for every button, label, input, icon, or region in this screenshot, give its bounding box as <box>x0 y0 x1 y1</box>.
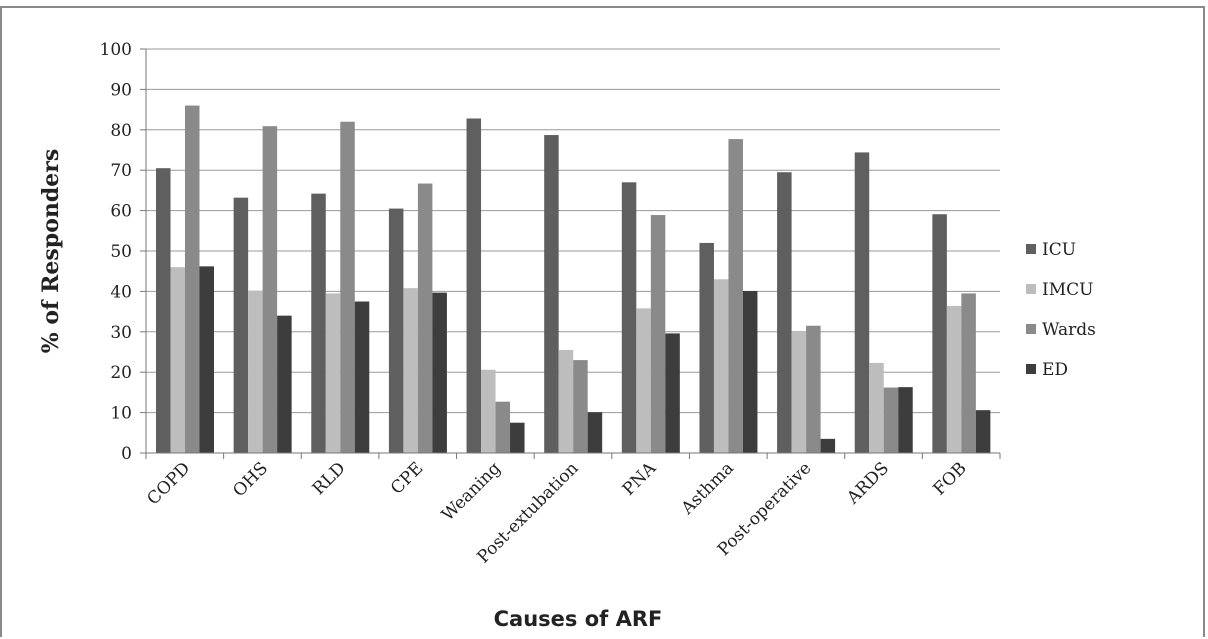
x-category-label: CPE <box>387 458 427 498</box>
bar-wards-ards <box>883 387 899 453</box>
legend-swatch-wards <box>1026 324 1036 334</box>
bar-wards-post-extubation <box>573 360 588 453</box>
x-category-label: OHS <box>229 458 272 501</box>
bar-ed-weaning <box>510 422 525 453</box>
bar-wards-fob <box>961 293 976 453</box>
bar-ed-copd <box>199 266 214 453</box>
bar-icu-cpe <box>388 208 404 453</box>
bar-imcu-rld <box>325 293 341 453</box>
bar-ed-asthma <box>742 290 758 453</box>
bars <box>156 105 991 454</box>
bar-wards-ohs <box>262 126 278 453</box>
bar-imcu-post-extubation <box>558 349 574 453</box>
y-tick-label: 40 <box>110 282 132 302</box>
x-category-label: Asthma <box>677 458 738 519</box>
y-tick-label: 70 <box>110 161 132 181</box>
axes <box>145 49 1000 454</box>
bar-icu-post-operative <box>777 172 792 453</box>
bar-icu-copd <box>156 168 171 453</box>
bar-wards-pna <box>650 215 666 453</box>
legend-label-icu: ICU <box>1042 240 1076 260</box>
bar-icu-ohs <box>233 197 249 453</box>
bar-icu-pna <box>621 182 637 453</box>
legend-label-imcu: IMCU <box>1042 280 1093 300</box>
y-tick-label: 50 <box>110 242 132 262</box>
bar-wards-copd <box>185 105 200 453</box>
legend-label-wards: Wards <box>1042 320 1096 340</box>
bar-imcu-cpe <box>403 288 418 453</box>
legend-swatch-imcu <box>1026 284 1036 294</box>
bar-chart: 0 10 20 30 40 50 60 70 80 90 100 COPD OHS RLD CPE Wean… <box>38 40 1096 631</box>
x-category-label: COPD <box>143 458 194 509</box>
bar-wards-asthma <box>728 139 743 454</box>
bar-icu-rld <box>311 193 326 453</box>
legend-label-ed: ED <box>1042 360 1068 380</box>
bar-ed-fob <box>975 410 991 453</box>
bar-ed-post-operative <box>820 438 836 453</box>
bar-ed-cpe <box>432 292 447 453</box>
legend-swatch-icu <box>1026 244 1036 254</box>
bar-icu-post-extubation <box>544 135 559 453</box>
bar-wards-post-operative <box>806 325 821 453</box>
bar-icu-ards <box>854 152 870 453</box>
bar-imcu-fob <box>946 305 962 453</box>
y-tick-label: 60 <box>110 202 132 222</box>
bar-wards-weaning <box>495 401 511 453</box>
bar-ed-pna <box>665 333 680 453</box>
bar-ed-post-extubation <box>587 412 603 453</box>
bar-imcu-asthma <box>713 279 729 453</box>
bar-imcu-pna <box>636 308 651 453</box>
x-category-label: RLD <box>309 458 350 499</box>
bar-ed-rld <box>354 301 370 453</box>
bar-imcu-ohs <box>248 290 263 453</box>
bar-ed-ards <box>898 387 913 453</box>
x-category-label: FOB <box>930 458 971 499</box>
y-tick-label: 0 <box>121 444 132 464</box>
bar-icu-fob <box>932 214 947 453</box>
y-tick-label: 90 <box>110 80 132 100</box>
bar-wards-cpe <box>417 183 433 454</box>
bar-imcu-weaning <box>481 369 496 453</box>
bar-icu-asthma <box>699 242 714 453</box>
legend: ICU IMCU Wards ED <box>1026 240 1096 380</box>
bar-imcu-post-operative <box>791 331 807 453</box>
bar-imcu-copd <box>170 267 185 453</box>
chart-frame: 0 10 20 30 40 50 60 70 80 90 100 COPD OHS RLD CPE Wean… <box>0 6 1205 637</box>
x-category-label: ARDS <box>843 458 893 508</box>
y-tick-label: 10 <box>110 404 132 424</box>
legend-swatch-ed <box>1026 364 1036 374</box>
y-tick-label: 100 <box>100 40 132 60</box>
bar-wards-rld <box>340 121 355 453</box>
x-axis-label: Causes of ARF <box>494 607 663 631</box>
x-category-label: PNA <box>619 458 661 500</box>
y-tick-label: 30 <box>110 323 132 343</box>
bar-icu-weaning <box>466 118 482 453</box>
bar-ed-ohs <box>277 315 292 453</box>
x-category-label: Weaning <box>438 458 505 525</box>
y-tick-label: 80 <box>110 121 132 141</box>
y-tick-label: 20 <box>110 363 132 383</box>
bar-imcu-ards <box>869 362 884 453</box>
y-axis-label: % of Responders <box>38 149 64 353</box>
y-axis-ticks: 0 10 20 30 40 50 60 70 80 90 100 <box>100 40 146 464</box>
